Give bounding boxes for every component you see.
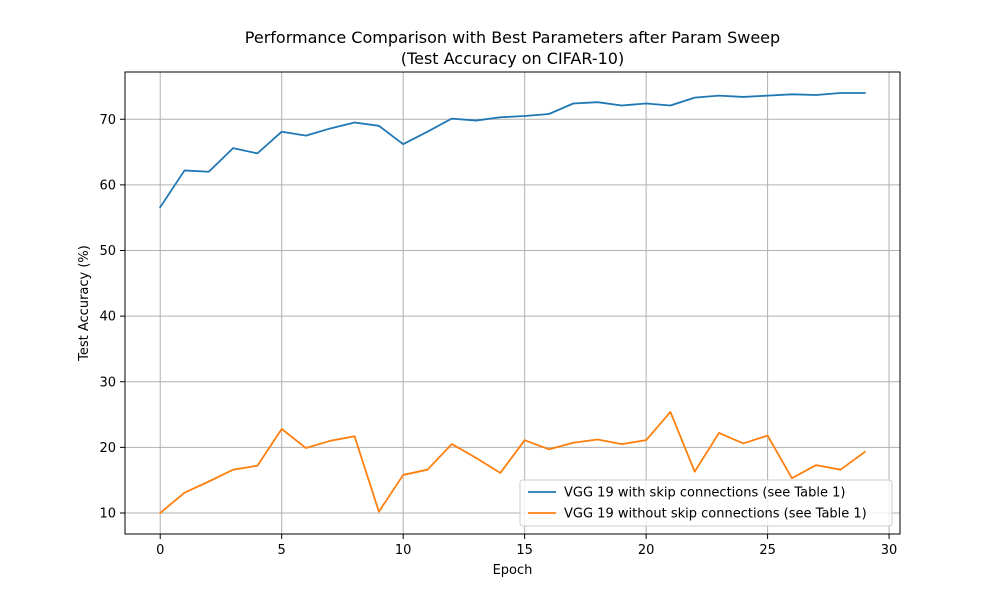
legend-label-2: VGG 19 without skip connections (see Tab… (564, 507, 867, 522)
grid (125, 72, 900, 534)
chart-subtitle: (Test Accuracy on CIFAR-10) (401, 49, 624, 68)
y-tick-label: 20 (99, 441, 116, 456)
axis-ticks: 0 5 10 15 20 25 30 10 20 30 40 50 60 70 (99, 113, 897, 558)
x-tick-label: 20 (638, 543, 655, 558)
x-tick-label: 15 (516, 543, 533, 558)
legend-label-1: VGG 19 with skip connections (see Table … (564, 486, 845, 501)
legend: VGG 19 with skip connections (see Table … (519, 479, 893, 527)
y-axis-label: Test Accuracy (%) (77, 245, 92, 362)
series-line-1 (158, 92, 866, 209)
y-tick-label: 40 (99, 310, 116, 325)
y-tick-label: 10 (99, 507, 116, 522)
x-tick-label: 25 (759, 543, 776, 558)
y-tick-label: 50 (99, 244, 116, 259)
legend-box (519, 479, 893, 527)
x-tick-label: 0 (156, 543, 164, 558)
x-tick-label: 10 (395, 543, 412, 558)
series-lines (158, 92, 867, 515)
y-tick-label: 30 (99, 375, 116, 390)
x-axis-label: Epoch (493, 563, 533, 578)
x-tick-label: 5 (278, 543, 286, 558)
plot-area-frame (124, 71, 901, 535)
series-line-2 (158, 411, 867, 515)
y-tick-label: 60 (99, 178, 116, 193)
x-tick-label: 30 (881, 543, 898, 558)
chart-title: Performance Comparison with Best Paramet… (245, 28, 780, 47)
y-tick-label: 70 (99, 113, 116, 128)
